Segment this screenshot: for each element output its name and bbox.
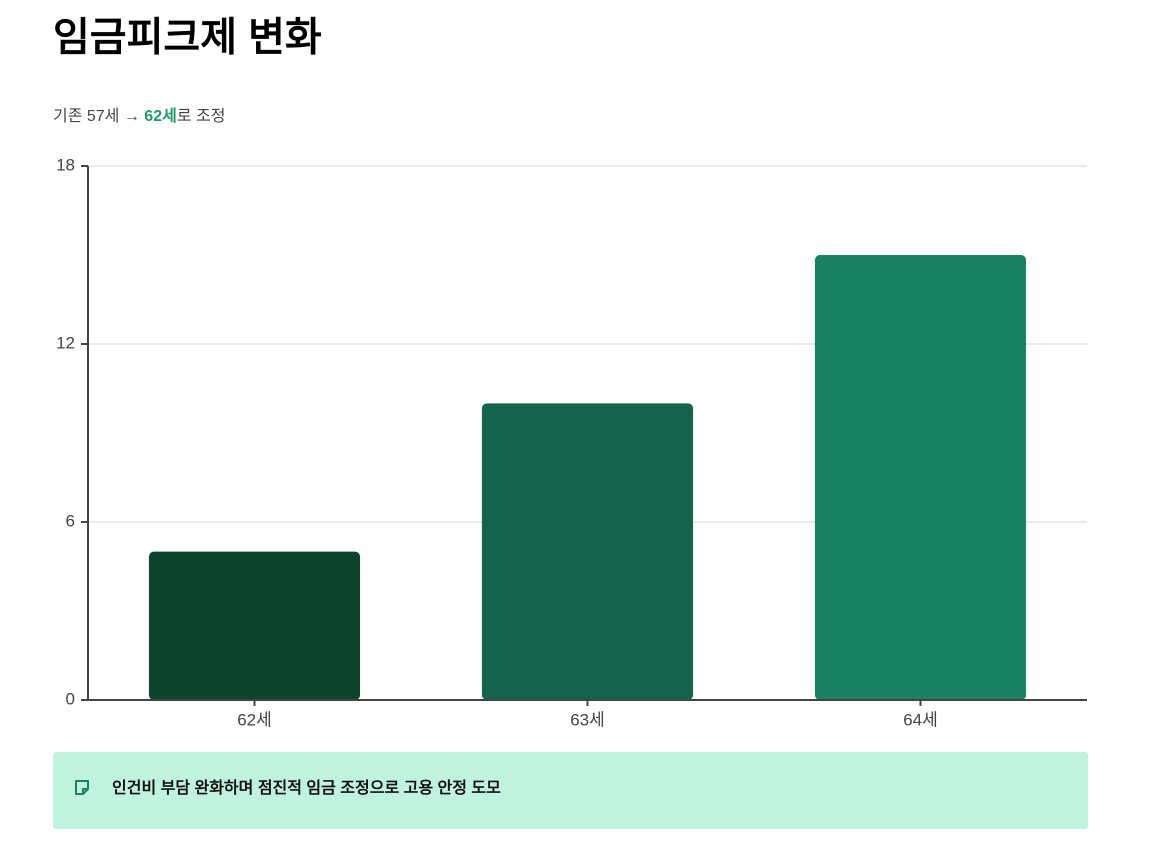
bar	[148, 551, 361, 700]
subtitle-suffix: 로 조정	[177, 107, 226, 125]
x-tick-label: 63세	[570, 710, 605, 729]
y-tick-label: 0	[66, 689, 75, 708]
bar	[814, 255, 1027, 700]
subtitle-prefix: 기존 57세 →	[53, 107, 144, 125]
chart-title: 임금피크제 변화	[53, 16, 322, 60]
y-tick-label: 6	[66, 511, 75, 530]
x-tick-label: 64세	[903, 710, 938, 729]
y-tick-label: 12	[56, 333, 75, 352]
plot: 0 6 12 18 62세 63세 64세	[56, 155, 1087, 729]
y-tick-label: 18	[56, 155, 75, 174]
note-box	[53, 752, 1088, 829]
bar	[481, 403, 694, 700]
subtitle: 기존 57세 → 62세로 조정	[53, 107, 225, 125]
x-tick-label: 62세	[237, 710, 272, 729]
subtitle-highlight: 62세	[144, 107, 177, 125]
note-text: 인건비 부담 완화하며 점진적 임금 조정으로 고용 안정 도모	[112, 778, 501, 797]
note-icon	[75, 780, 89, 795]
